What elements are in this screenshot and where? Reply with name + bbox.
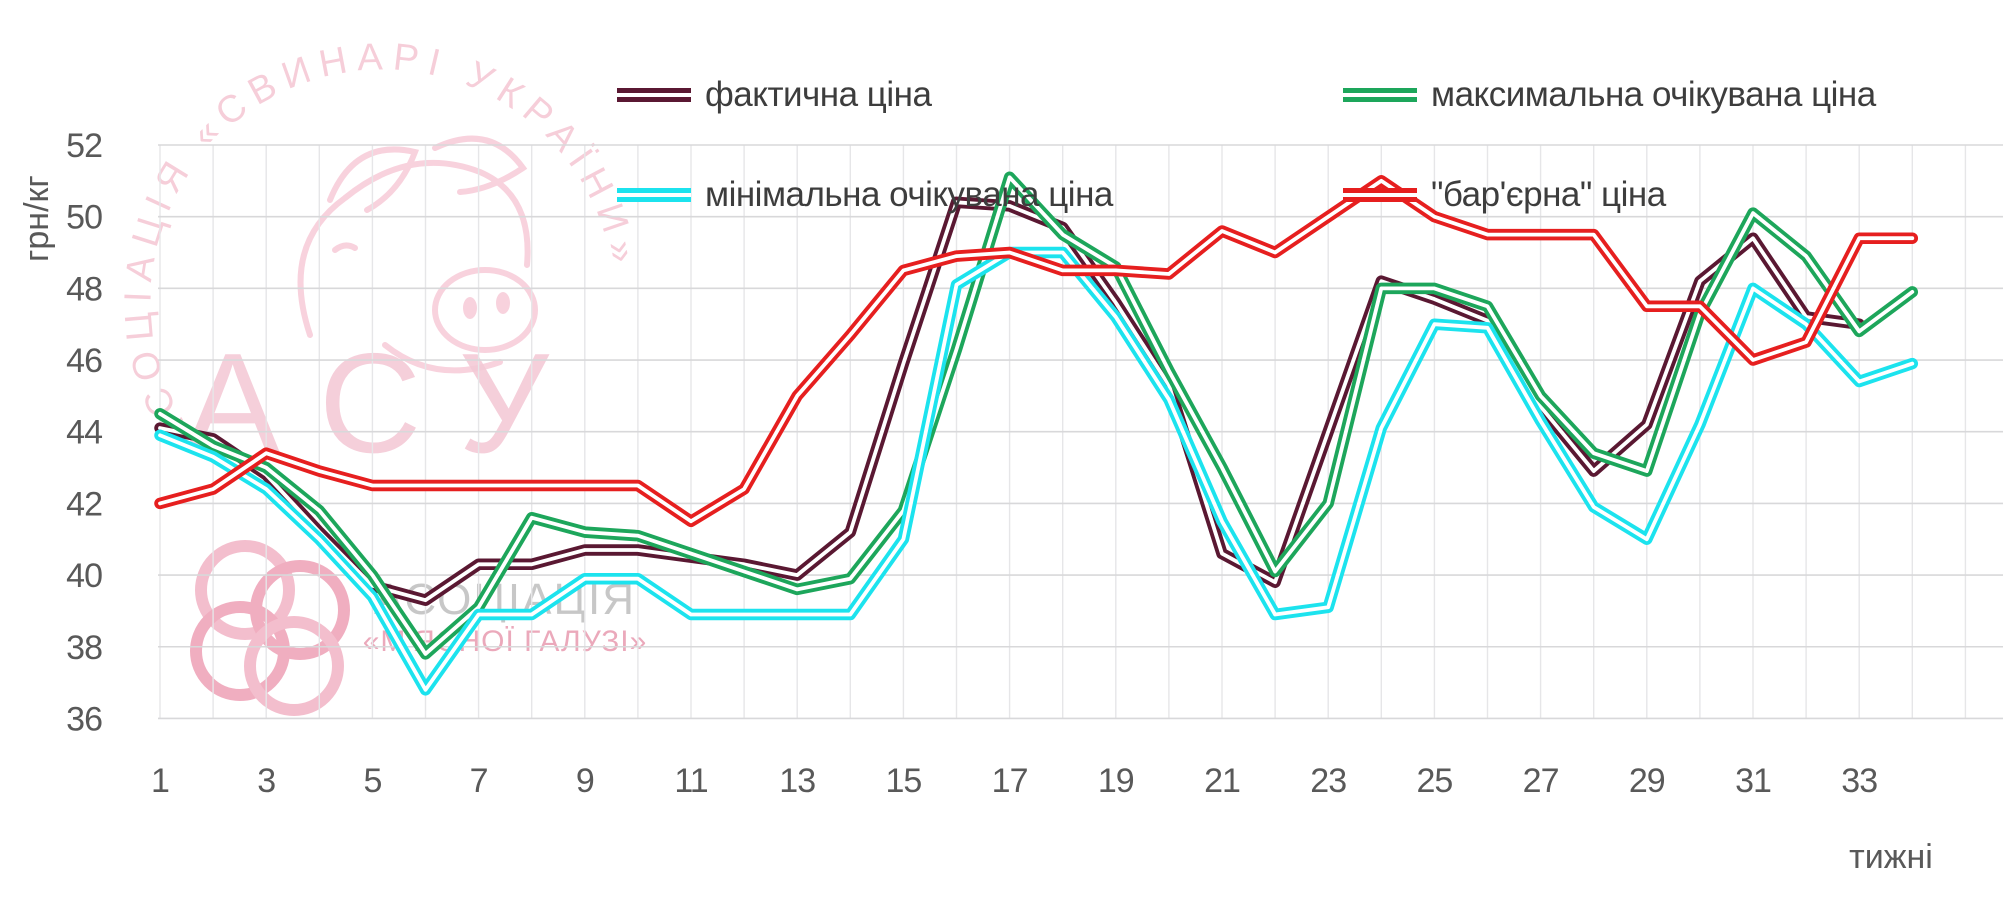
x-tick-label: 17 [992, 762, 1028, 800]
x-axis-title: тижні [1849, 838, 1933, 876]
legend-swatch-barrier-price [1343, 188, 1417, 202]
y-tick-label: 44 [66, 414, 102, 452]
y-tick-label: 48 [66, 270, 102, 308]
x-tick-label: 19 [1098, 762, 1134, 800]
series-lines [154, 171, 1919, 696]
legend-item-barrier-price: "бар'єрна" ціна [1343, 175, 1666, 215]
y-tick-label: 36 [66, 700, 102, 738]
y-tick-label: 50 [66, 199, 102, 237]
x-tick-label: 31 [1735, 762, 1771, 800]
legend-swatch-max-expected-price [1343, 88, 1417, 102]
x-tick-label: 21 [1204, 762, 1240, 800]
pig-head-icon [297, 135, 538, 374]
legend-label-barrier-price: "бар'єрна" ціна [1431, 175, 1666, 214]
x-tick-label: 23 [1310, 762, 1346, 800]
legend-label-min-expected-price: мінімальна очікувана ціна [705, 175, 1113, 214]
legend-item-max-expected-price: максимальна очікувана ціна [1343, 75, 1876, 115]
x-tick-label: 15 [885, 762, 921, 800]
x-axis-tick-labels: 1 3 5 7 9 11 13 15 17 19 21 23 25 27 29 31 33 [151, 762, 1878, 800]
y-tick-label: 42 [66, 485, 102, 523]
x-tick-label: 25 [1416, 762, 1452, 800]
x-tick-label: 3 [257, 762, 275, 800]
x-tick-label: 11 [674, 762, 707, 800]
series-line-core-min-expected-price [158, 250, 1915, 692]
legend-swatch-actual-price [617, 88, 691, 102]
x-tick-label: 7 [470, 762, 488, 800]
legend-item-actual-price: фактична ціна [617, 75, 932, 115]
legend-swatch-min-expected-price [617, 188, 691, 202]
y-tick-label: 46 [66, 342, 102, 380]
watermark-asu-emblem: АСОЦІАЦІЯ «СВИНАРІ УКРАЇНИ» АСУ [117, 36, 637, 483]
knot-logo-icon [190, 540, 350, 716]
x-tick-label: 1 [151, 762, 169, 800]
x-tick-label: 5 [363, 762, 381, 800]
series-line-core-barrier-price [158, 178, 1915, 524]
x-tick-label: 13 [779, 762, 815, 800]
y-axis-tick-labels: 36 38 40 42 44 46 48 50 52 [66, 127, 103, 738]
y-tick-label: 38 [66, 629, 102, 667]
legend-label-max-expected-price: максимальна очікувана ціна [1431, 75, 1876, 114]
x-tick-label: 33 [1841, 762, 1877, 800]
series-line-core-max-expected-price [158, 175, 1915, 656]
y-tick-label: 52 [66, 127, 102, 165]
legend-item-min-expected-price: мінімальна очікувана ціна [617, 175, 1113, 215]
y-axis-title: грн/кг [18, 175, 56, 262]
x-tick-label: 29 [1629, 762, 1665, 800]
legend-label-actual-price: фактична ціна [705, 75, 932, 114]
x-tick-label: 9 [576, 762, 594, 800]
y-tick-label: 40 [66, 557, 102, 595]
x-tick-label: 27 [1523, 762, 1559, 800]
series-line-core-actual-price [158, 200, 1862, 603]
